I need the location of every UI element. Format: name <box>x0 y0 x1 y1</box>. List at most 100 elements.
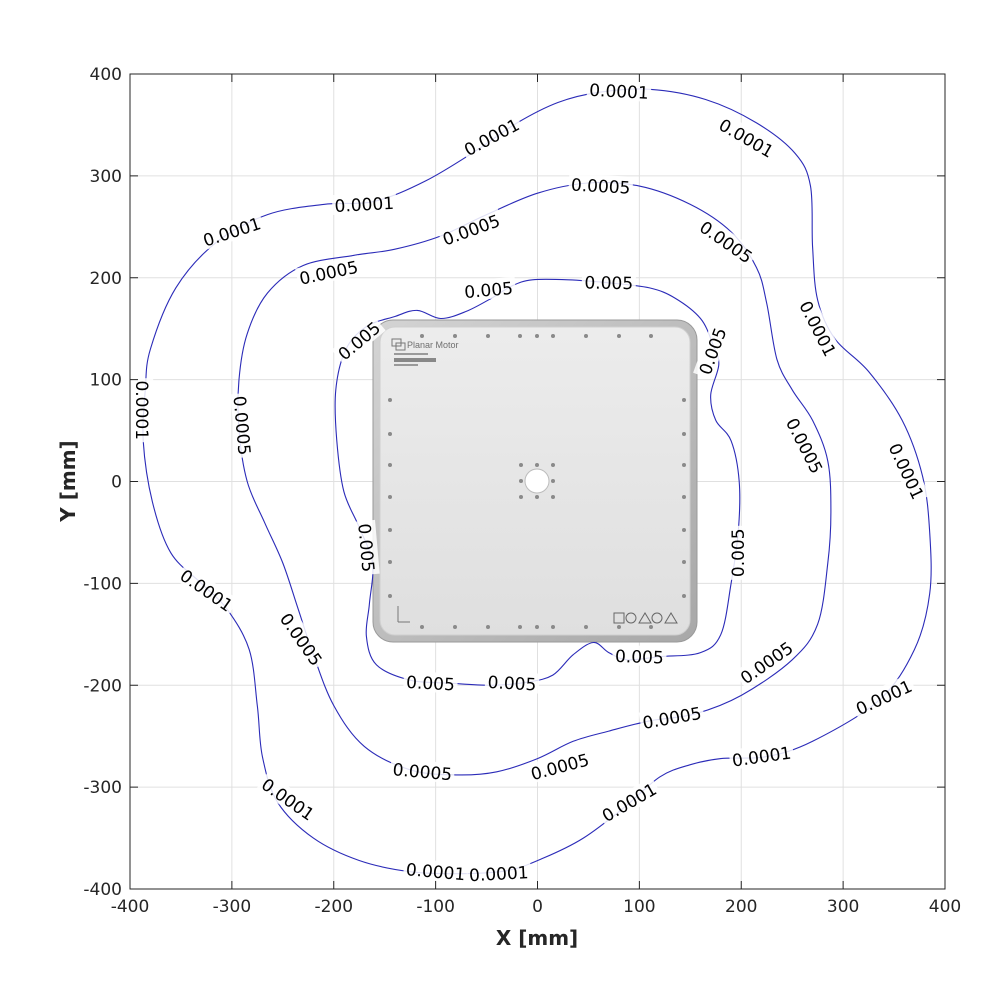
contour-label: 0.0001 <box>256 772 321 825</box>
contour-label: 0.0005 <box>389 758 456 785</box>
contour-label: 0.0005 <box>229 392 256 459</box>
y-axis-ticks: -400 -300 -200 -100 0 100 200 300 400 <box>83 65 945 900</box>
mounting-hole <box>649 334 653 338</box>
contour-label-bg <box>850 674 917 720</box>
contour-label-text: 0.0001 <box>884 441 927 503</box>
contour-label-text: 0.005 <box>464 279 514 303</box>
contour-label-bg <box>795 295 843 362</box>
mounting-hole <box>682 495 686 499</box>
mounting-hole <box>682 398 686 402</box>
contour-label-bg <box>727 525 748 580</box>
mounting-hole <box>486 625 490 629</box>
x-tick-label: 200 <box>725 897 757 917</box>
mounting-hole <box>388 432 392 436</box>
center-hole <box>524 468 550 494</box>
contour-label-bg <box>581 271 636 293</box>
mounting-hole <box>617 625 621 629</box>
contour-label-text: 0.0001 <box>469 863 529 886</box>
y-tick-label: 200 <box>90 269 122 289</box>
contour-label: 0.005 <box>612 644 667 669</box>
x-tick-label: 100 <box>623 897 655 917</box>
contour-label-bg <box>198 211 266 251</box>
mounting-hole <box>453 334 457 338</box>
contour-label-bg <box>694 214 759 268</box>
x-tick-label: 300 <box>827 897 859 917</box>
brand-logo: Planar Motor <box>391 338 459 351</box>
contour-label: 0.005 <box>581 271 636 294</box>
contour-label-bg <box>331 315 386 366</box>
serial-barcode <box>394 353 436 366</box>
contour-label: 0.005 <box>484 670 540 696</box>
contour-label: 0.005 <box>693 321 731 380</box>
mounting-hole <box>388 495 392 499</box>
x-tick-label: 0 <box>532 897 543 917</box>
mounting-hole <box>535 625 539 629</box>
mounting-hole <box>535 334 539 338</box>
mounting-hole <box>519 463 523 467</box>
mounting-hole <box>388 560 392 564</box>
mounting-hole <box>682 560 686 564</box>
mounting-hole <box>486 334 490 338</box>
contour-label-text: 0.0005 <box>275 610 326 670</box>
contour-label-bg <box>460 276 517 302</box>
contour-label-text: 0.0001 <box>794 298 839 360</box>
contour-label-text: 0.0001 <box>461 115 523 161</box>
mounting-hole <box>535 495 539 499</box>
contour-label-bg <box>175 563 239 617</box>
mounting-hole <box>388 463 392 467</box>
contour-label-bg <box>714 112 780 162</box>
contour-label-bg <box>331 191 397 216</box>
contour-label-text: 0.0005 <box>440 211 503 250</box>
mounting-holes <box>388 334 686 629</box>
x-tick-label: -100 <box>416 897 455 917</box>
contour-label: 0.0001 <box>131 378 154 443</box>
mounting-hole <box>617 334 621 338</box>
contour-label-bg <box>230 392 256 459</box>
contour-label: 0.0001 <box>331 191 397 217</box>
contour-label: 0.005 <box>460 276 517 303</box>
mounting-hole <box>584 625 588 629</box>
y-tick-label: 300 <box>90 167 122 187</box>
contour-label-text: 0.0001 <box>731 744 793 772</box>
contour-label: 0.0005 <box>638 701 706 734</box>
mounting-hole <box>551 625 555 629</box>
mounting-hole <box>420 625 424 629</box>
contour-label-bg <box>389 758 456 784</box>
y-tick-label: 400 <box>90 65 122 85</box>
contour-label-text: 0.005 <box>406 673 456 696</box>
contour-label: 0.0001 <box>794 295 843 362</box>
contour-label-text: 0.0001 <box>334 194 394 217</box>
y-tick-label: -100 <box>83 574 122 594</box>
planar-motor-image: Planar Motor <box>372 319 698 643</box>
contour-label: 0.0005 <box>694 214 759 268</box>
mounting-hole <box>388 398 392 402</box>
brand-name: Planar Motor <box>407 340 459 350</box>
contour-label: 0.005 <box>727 525 749 580</box>
contour-label-bg <box>734 635 799 689</box>
contour-label-text: 0.005 <box>487 673 537 696</box>
contour-label: 0.0005 <box>568 173 634 199</box>
contour-label-bg <box>458 112 525 161</box>
contour-label-text: 0.0001 <box>131 380 151 439</box>
y-tick-label: 0 <box>111 473 122 493</box>
mounting-hole <box>682 463 686 467</box>
contour-label: 0.0001 <box>714 112 780 163</box>
contour-label-bg <box>275 606 329 671</box>
contour-label-bg <box>437 208 505 250</box>
mounting-hole <box>388 594 392 598</box>
x-tick-label: -300 <box>213 897 252 917</box>
contour-label: 0.0001 <box>728 741 795 772</box>
mounting-hole <box>551 495 555 499</box>
mounting-hole <box>535 463 539 467</box>
contour-label: 0.0001 <box>595 776 662 827</box>
contour-label-bg <box>484 670 540 694</box>
mounting-hole <box>584 334 588 338</box>
contour-label-bg <box>586 78 652 102</box>
contour-label-text: 0.0005 <box>570 176 630 199</box>
contour-label-bg <box>693 321 731 380</box>
coordinate-axes-icon <box>397 606 410 623</box>
contour-label-text: 0.0001 <box>715 116 777 163</box>
contour-label-text: 0.005 <box>584 273 633 294</box>
contour-label: 0.0001 <box>458 112 525 161</box>
